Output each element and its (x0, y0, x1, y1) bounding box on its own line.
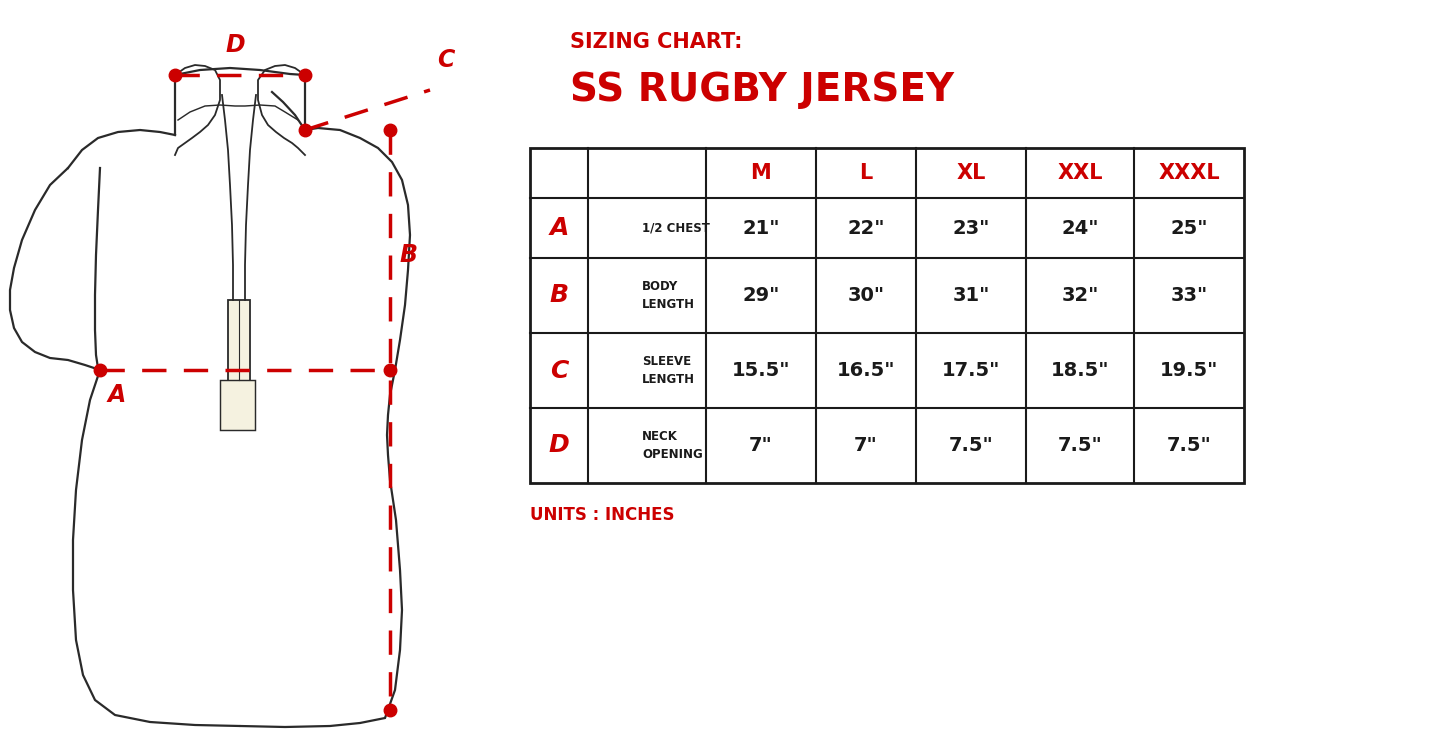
Text: LENGTH: LENGTH (642, 373, 695, 386)
Text: LENGTH: LENGTH (642, 298, 695, 311)
Text: A: A (549, 216, 569, 240)
Text: B: B (549, 284, 568, 308)
Text: 7": 7" (854, 436, 879, 455)
Text: 29": 29" (743, 286, 780, 305)
Text: OPENING: OPENING (642, 448, 702, 461)
Text: 7": 7" (749, 436, 773, 455)
Text: 23": 23" (952, 218, 990, 238)
Text: B: B (400, 243, 418, 267)
Text: 7.5": 7.5" (948, 436, 993, 455)
Text: 18.5": 18.5" (1051, 361, 1110, 380)
Text: 1/2 CHEST: 1/2 CHEST (642, 221, 709, 235)
Text: SLEEVE: SLEEVE (642, 355, 691, 368)
Text: C: C (436, 48, 454, 72)
Text: 7.5": 7.5" (1166, 436, 1211, 455)
Text: 30": 30" (847, 286, 884, 305)
Text: SIZING CHART:: SIZING CHART: (569, 32, 743, 52)
Bar (530, 148, 1244, 483)
Text: SS RUGBY JERSEY: SS RUGBY JERSEY (569, 71, 954, 109)
Text: M: M (750, 163, 772, 183)
Text: 21": 21" (743, 218, 780, 238)
Text: 19.5": 19.5" (1160, 361, 1218, 380)
Text: 17.5": 17.5" (942, 361, 1000, 380)
Text: XXL: XXL (1058, 163, 1103, 183)
Text: 7.5": 7.5" (1058, 436, 1103, 455)
FancyBboxPatch shape (228, 300, 250, 390)
Text: L: L (860, 163, 873, 183)
Text: XL: XL (957, 163, 985, 183)
Text: 33": 33" (1170, 286, 1208, 305)
Text: 25": 25" (1170, 218, 1208, 238)
Text: D: D (225, 33, 244, 57)
Text: 32": 32" (1061, 286, 1098, 305)
Text: C: C (549, 358, 568, 382)
FancyBboxPatch shape (220, 380, 254, 430)
Text: 31": 31" (952, 286, 990, 305)
Text: 24": 24" (1061, 218, 1098, 238)
Text: 22": 22" (847, 218, 884, 238)
Text: A: A (108, 383, 126, 407)
Text: 15.5": 15.5" (731, 361, 790, 380)
Text: XXXL: XXXL (1159, 163, 1220, 183)
Text: BODY: BODY (642, 280, 678, 293)
Text: 16.5": 16.5" (837, 361, 896, 380)
Text: NECK: NECK (642, 430, 678, 443)
Text: D: D (549, 433, 569, 457)
Text: UNITS : INCHES: UNITS : INCHES (530, 506, 675, 524)
